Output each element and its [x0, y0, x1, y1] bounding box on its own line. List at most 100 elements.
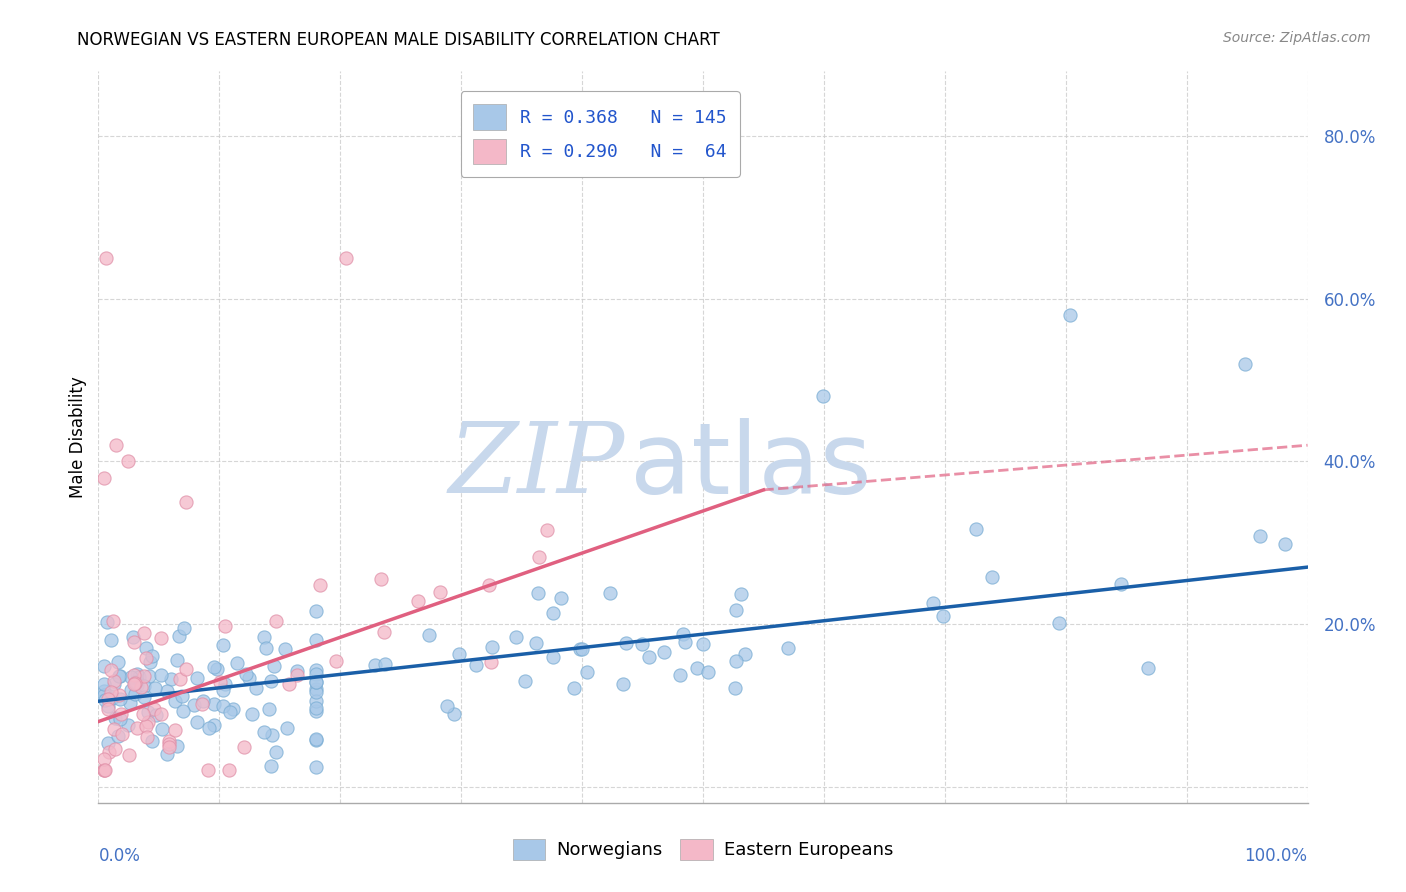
Point — [965, 522, 987, 536]
Point — [305, 760, 328, 774]
Point — [93, 471, 115, 485]
Point — [1249, 529, 1271, 543]
Point — [505, 630, 527, 644]
Point — [172, 704, 194, 718]
Point — [305, 663, 328, 677]
Point — [218, 705, 240, 719]
Text: 100.0%: 100.0% — [1244, 847, 1308, 864]
Point — [127, 722, 149, 736]
Point — [127, 666, 149, 681]
Point — [197, 764, 219, 778]
Point — [134, 719, 156, 733]
Point — [166, 739, 188, 754]
Point — [260, 759, 283, 773]
Point — [96, 615, 118, 630]
Point — [138, 714, 160, 729]
Point — [124, 677, 146, 691]
Point — [124, 676, 146, 690]
Point — [305, 700, 328, 714]
Point — [93, 659, 115, 673]
Text: 0.0%: 0.0% — [98, 847, 141, 864]
Point — [536, 523, 558, 537]
Point — [305, 632, 328, 647]
Point — [305, 732, 328, 747]
Point — [571, 642, 593, 657]
Point — [141, 734, 163, 748]
Point — [157, 740, 180, 755]
Point — [97, 745, 120, 759]
Point — [406, 593, 429, 607]
Point — [120, 697, 142, 711]
Point — [305, 685, 328, 699]
Point — [1059, 308, 1081, 322]
Point — [218, 764, 240, 778]
Point — [673, 635, 696, 649]
Point — [335, 252, 357, 266]
Point — [122, 630, 145, 644]
Point — [614, 636, 637, 650]
Point — [692, 637, 714, 651]
Point — [110, 707, 132, 722]
Point — [107, 669, 129, 683]
Y-axis label: Male Disability: Male Disability — [69, 376, 87, 498]
Point — [174, 495, 197, 509]
Point — [1109, 577, 1132, 591]
Point — [107, 729, 129, 743]
Point — [103, 673, 125, 688]
Point — [124, 687, 146, 701]
Point — [183, 698, 205, 713]
Point — [170, 689, 193, 703]
Point — [191, 697, 214, 711]
Point — [156, 747, 179, 762]
Point — [222, 702, 245, 716]
Point — [150, 723, 173, 737]
Point — [370, 572, 392, 586]
Point — [273, 642, 295, 657]
Point — [96, 252, 118, 266]
Point — [108, 713, 131, 727]
Point — [124, 675, 146, 690]
Point — [132, 679, 155, 693]
Point — [212, 683, 235, 698]
Point — [104, 711, 127, 725]
Point — [225, 656, 247, 670]
Point — [212, 698, 235, 713]
Point — [305, 704, 328, 718]
Point — [254, 640, 277, 655]
Point — [285, 664, 308, 678]
Point — [465, 657, 488, 672]
Point — [207, 662, 229, 676]
Point — [276, 721, 298, 735]
Point — [93, 676, 115, 690]
Point — [150, 706, 173, 721]
Text: NORWEGIAN VS EASTERN EUROPEAN MALE DISABILITY CORRELATION CHART: NORWEGIAN VS EASTERN EUROPEAN MALE DISAB… — [77, 31, 720, 49]
Point — [141, 649, 163, 664]
Point — [93, 764, 115, 778]
Point — [111, 727, 134, 741]
Point — [97, 736, 120, 750]
Point — [527, 586, 550, 600]
Point — [165, 723, 187, 738]
Point — [443, 707, 465, 722]
Point — [135, 650, 157, 665]
Point — [418, 628, 440, 642]
Point — [132, 707, 155, 722]
Point — [97, 702, 120, 716]
Point — [235, 666, 257, 681]
Point — [305, 667, 328, 681]
Point — [174, 662, 197, 676]
Point — [1047, 616, 1070, 631]
Point — [132, 690, 155, 704]
Point — [143, 681, 166, 696]
Point — [159, 737, 181, 751]
Point — [1274, 537, 1296, 551]
Point — [232, 740, 254, 755]
Point — [165, 694, 187, 708]
Point — [478, 577, 501, 591]
Point — [638, 649, 661, 664]
Point — [214, 619, 236, 633]
Point — [253, 630, 276, 644]
Text: ZIP: ZIP — [449, 418, 624, 514]
Point — [697, 665, 720, 680]
Point — [120, 670, 142, 684]
